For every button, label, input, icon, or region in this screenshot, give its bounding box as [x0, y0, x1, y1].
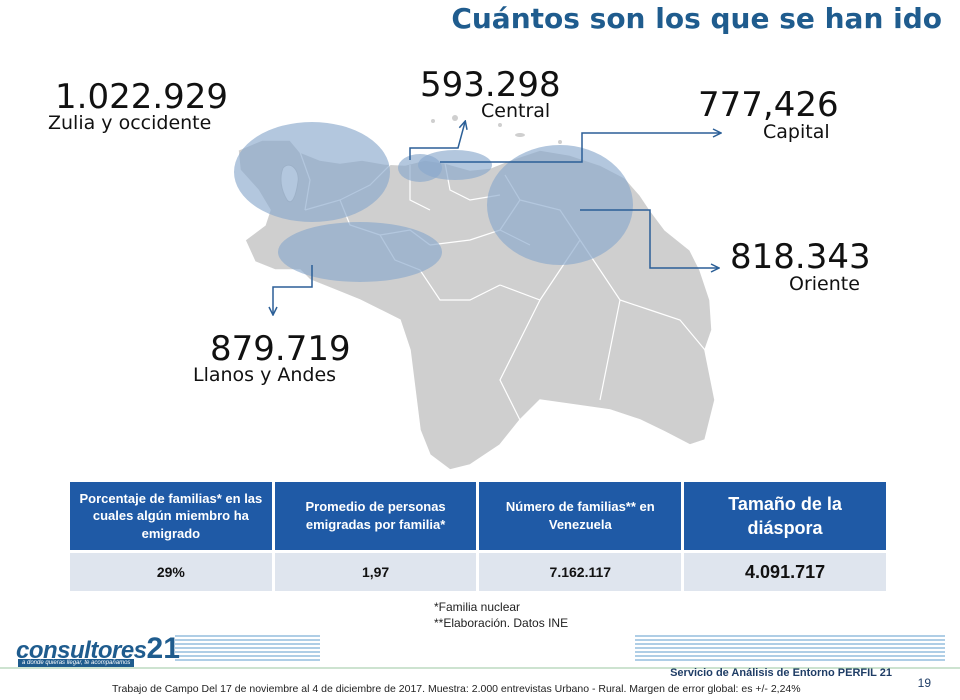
oriente-arrow — [580, 209, 718, 268]
oriente-value: 818.343 — [730, 237, 871, 277]
oriente-label: Oriente — [789, 273, 860, 295]
table-header-row: Porcentaje de familias* en las cuales al… — [70, 482, 886, 550]
central-arrow — [409, 122, 465, 160]
llanos-value: 879.719 — [210, 329, 351, 369]
zulia-highlight — [234, 122, 390, 222]
header-average-emigrated: Promedio de personas emigradas por famil… — [274, 482, 477, 550]
llanos-label: Llanos y Andes — [193, 364, 337, 386]
value-number-families: 7.162.117 — [479, 550, 682, 591]
value-families-percent: 29% — [70, 550, 272, 591]
fieldwork-note: Trabajo de Campo Del 17 de noviembre al … — [112, 683, 801, 695]
value-diaspora-size: 4.091.717 — [684, 550, 886, 591]
oriente-highlight — [487, 145, 633, 265]
capital-highlight — [418, 150, 492, 180]
logo-tagline: a donde quieras llegar, te acompañamos — [18, 659, 135, 667]
central-value: 593.298 — [420, 65, 561, 105]
consultores21-logo: consultores21 a donde quieras llegar, te… — [16, 632, 180, 667]
venezuela-map — [234, 115, 960, 471]
zulia-value: 1.022.929 — [55, 77, 229, 117]
capital-arrow — [440, 133, 720, 163]
footnote-nuclear-family: *Familia nuclear — [434, 600, 521, 614]
value-average-emigrated: 1,97 — [274, 550, 477, 591]
capital-value: 777,426 — [698, 85, 839, 125]
header-families-percent: Porcentaje de familias* en las cuales al… — [70, 482, 272, 550]
page-title: Cuántos son los que se han ido — [451, 2, 942, 35]
page-number: 19 — [917, 676, 931, 690]
llanos-highlight — [278, 222, 442, 282]
zulia-label: Zulia y occidente — [48, 112, 212, 134]
capital-label: Capital — [763, 121, 830, 143]
table-row: 29% 1,97 7.162.117 4.091.717 — [70, 550, 886, 591]
footer-decorative-lines — [0, 635, 960, 669]
header-diaspora-size: Tamaño de la diáspora — [684, 482, 886, 550]
stats-table: Porcentaje de familias* en las cuales al… — [67, 482, 889, 591]
leader-arrows — [273, 122, 720, 314]
header-number-families: Número de familias** en Venezuela — [479, 482, 682, 550]
region-highlights — [234, 122, 633, 282]
llanos-arrow — [273, 265, 313, 314]
central-label: Central — [481, 100, 551, 122]
service-name: Servicio de Análisis de Entorno PERFIL 2… — [670, 667, 892, 679]
footnotes: *Familia nuclear **Elaboración. Datos IN… — [434, 600, 568, 631]
logo-number: 21 — [146, 632, 180, 665]
footnote-ine-source: **Elaboración. Datos INE — [434, 615, 569, 630]
